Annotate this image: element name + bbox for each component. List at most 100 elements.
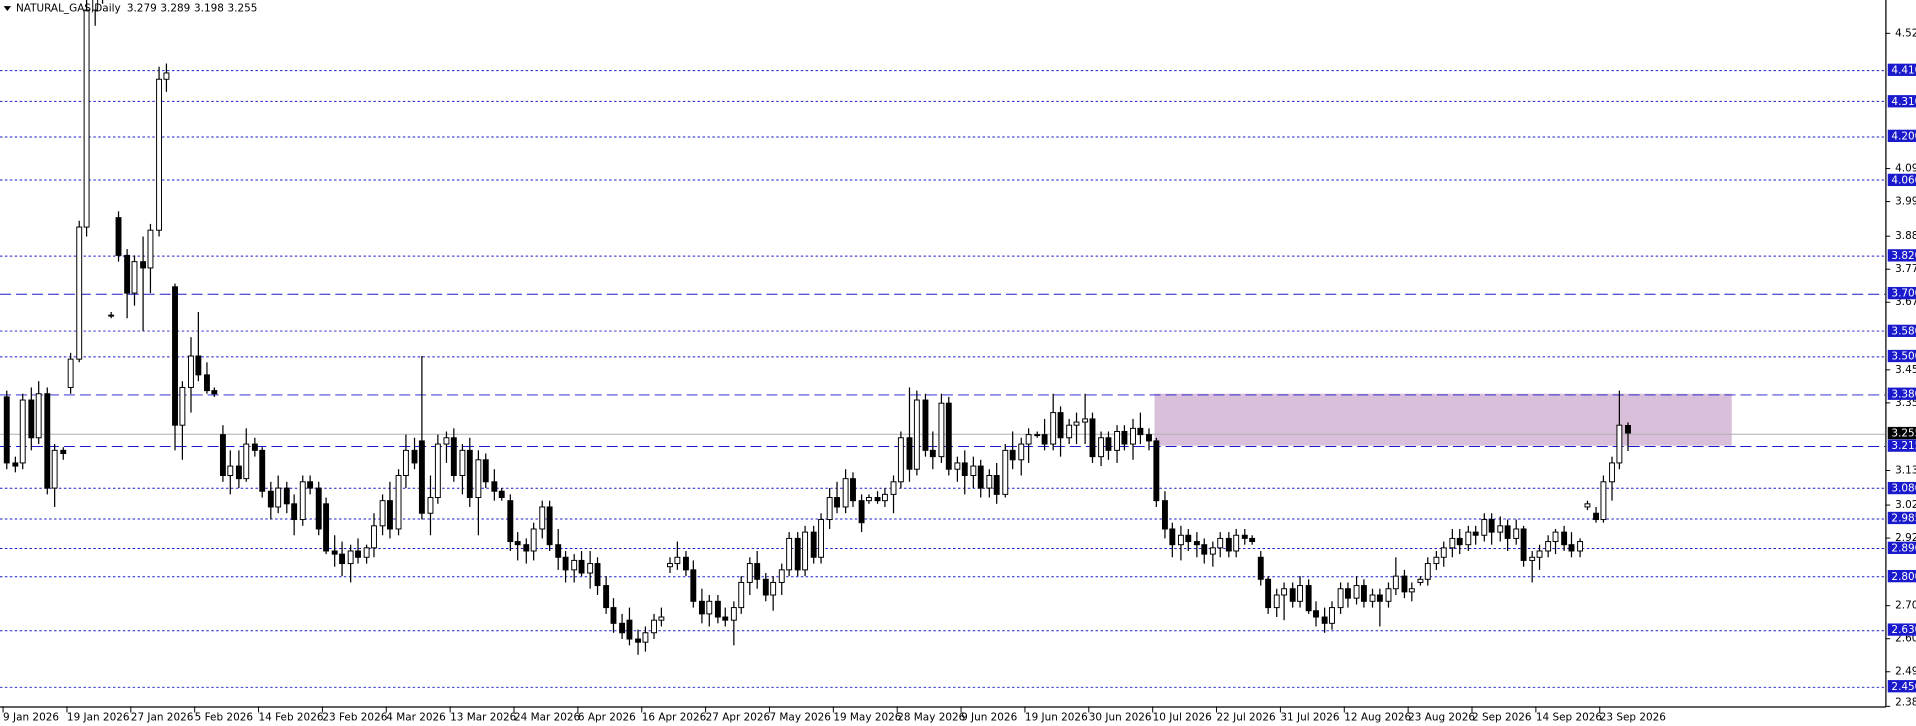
x-tick-label: 31 Jul 2026	[1280, 711, 1339, 723]
candle-body	[443, 437, 450, 445]
candle-body	[786, 537, 793, 571]
candle-body	[635, 638, 642, 643]
candle-body	[28, 399, 35, 439]
x-tick-label: 16 Apr 2026	[642, 711, 707, 723]
level-label: 3.080	[1891, 483, 1916, 495]
candle-body	[1481, 519, 1488, 536]
candle-body	[977, 465, 984, 489]
y-tick-label: 3.991	[1895, 196, 1916, 208]
candle-body	[881, 493, 888, 502]
candle-body	[897, 437, 904, 483]
candle-body	[1472, 531, 1479, 536]
level-label-box	[1887, 129, 1916, 143]
candle-body	[1577, 541, 1584, 552]
candle-body	[546, 506, 553, 546]
x-tick-label: 24 Mar 2026	[514, 711, 580, 723]
candle-body	[1249, 537, 1256, 543]
candle-body	[498, 490, 505, 499]
candle-body	[1009, 449, 1016, 461]
candle-body	[140, 261, 147, 269]
candle-body	[834, 497, 840, 508]
level-label: 3.820	[1891, 250, 1916, 262]
candle-body	[1520, 528, 1527, 561]
chart-header: NATURAL_GAS,Daily 3.279 3.289 3.198 3.255	[16, 3, 257, 15]
candle-body	[466, 449, 473, 499]
candle-body	[1600, 481, 1607, 521]
candle-body	[1025, 434, 1032, 445]
x-tick-label: 7 May 2026	[769, 711, 830, 723]
candle-body	[1561, 531, 1568, 546]
y-tick-label: 3.136	[1895, 464, 1916, 476]
candle-body	[156, 78, 163, 231]
level-label-box	[1887, 286, 1916, 300]
level-label-box	[1887, 680, 1916, 693]
x-tick-label: 28 May 2026	[897, 711, 965, 723]
level-label: 2.630	[1891, 624, 1916, 636]
menu-arrow[interactable]	[3, 6, 12, 12]
candle-body	[1329, 607, 1335, 624]
candle-body	[1449, 537, 1456, 549]
candle-body	[1424, 563, 1431, 580]
candle-body	[1440, 547, 1447, 558]
candle-body	[858, 500, 865, 524]
candle-body	[571, 559, 578, 571]
candle-body	[1513, 528, 1520, 539]
candle-body	[1137, 427, 1144, 436]
candle-body	[163, 72, 170, 80]
candle-body	[12, 462, 19, 467]
candle-body	[1369, 594, 1376, 602]
candle-body	[307, 481, 314, 489]
candle-body	[1568, 544, 1575, 552]
level-label-box	[1887, 349, 1916, 363]
candle-body	[562, 556, 569, 571]
x-tick-label: 6 Apr 2026	[578, 711, 636, 723]
candle-body	[1225, 537, 1232, 552]
candle-body	[1121, 430, 1128, 445]
candle-body	[108, 314, 115, 317]
candle-body	[3, 396, 10, 464]
candle-body	[243, 443, 250, 480]
candle-body	[339, 553, 346, 565]
header-value: 3.198	[194, 3, 224, 15]
candle-body	[355, 550, 361, 558]
candle-body	[690, 569, 697, 602]
candle-body	[1297, 585, 1304, 602]
candle-body	[667, 563, 673, 568]
candle-body	[651, 619, 657, 634]
candle-body	[523, 544, 530, 552]
level-label-box	[1887, 439, 1916, 452]
x-tick-label: 2 Sep 2026	[1472, 711, 1532, 723]
candle-body	[1177, 534, 1184, 546]
x-tick-label: 9 Jun 2026	[961, 711, 1017, 723]
candle-body	[131, 261, 138, 294]
candle-body	[658, 616, 665, 621]
candle-body	[67, 358, 74, 388]
x-tick-label: 13 Mar 2026	[450, 711, 516, 723]
level-label: 4.310	[1891, 96, 1916, 108]
candle-body	[1625, 425, 1631, 434]
candle-body	[411, 449, 418, 464]
candle-body	[993, 475, 1000, 495]
candle-body	[929, 449, 936, 458]
candle-body	[1616, 424, 1623, 464]
x-tick-label: 9 Jan 2026	[3, 711, 59, 723]
level-label-box	[1887, 387, 1916, 400]
candle-body	[922, 399, 929, 451]
candle-body	[172, 286, 178, 426]
candle-body	[706, 600, 713, 615]
candle-body	[299, 481, 306, 521]
level-label-box	[1887, 249, 1916, 262]
candle-body	[619, 622, 626, 634]
level-label-box	[1887, 95, 1916, 108]
candle-body	[1281, 588, 1288, 596]
candle-body	[1529, 556, 1536, 561]
candle-body	[235, 465, 242, 480]
candle-body	[395, 475, 402, 530]
candle-body	[754, 563, 761, 580]
level-label: 2.800	[1891, 571, 1916, 583]
level-label-box	[1887, 324, 1916, 337]
candle-body	[124, 254, 131, 294]
candle-body	[683, 556, 689, 571]
candle-body	[642, 632, 649, 643]
